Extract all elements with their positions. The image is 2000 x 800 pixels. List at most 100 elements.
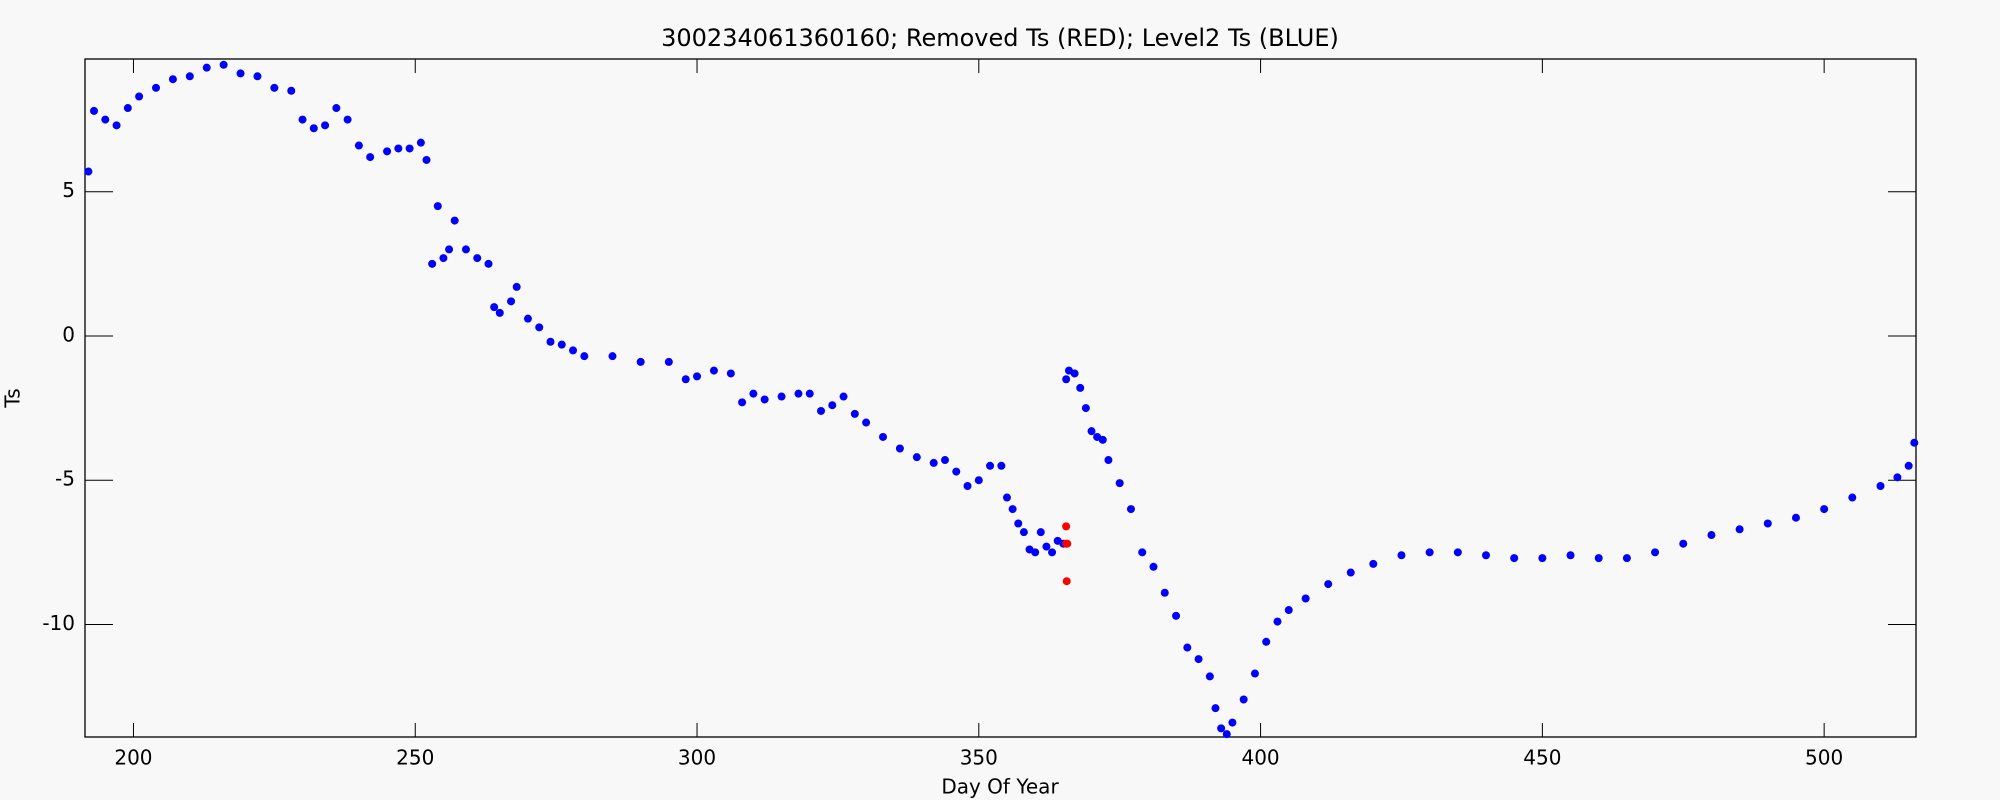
x-tick-label: 350 <box>960 746 998 770</box>
data-point <box>1369 559 1378 568</box>
data-point <box>101 115 110 124</box>
data-point <box>495 308 504 317</box>
data-point <box>1098 435 1107 444</box>
data-point <box>1876 481 1885 490</box>
data-point <box>681 375 690 384</box>
data-point <box>760 395 769 404</box>
data-point <box>664 357 673 366</box>
data-point <box>112 121 121 130</box>
data-point <box>1510 554 1519 563</box>
data-point <box>1453 548 1462 557</box>
data-point <box>152 83 161 92</box>
data-point <box>1848 493 1857 502</box>
data-point <box>1149 562 1158 571</box>
data-point <box>383 147 392 156</box>
data-point <box>1820 505 1829 514</box>
data-point <box>1763 519 1772 528</box>
data-point <box>794 389 803 398</box>
data-point <box>952 467 961 476</box>
x-tick-label: 200 <box>114 746 152 770</box>
data-point <box>1301 594 1310 603</box>
data-point <box>168 75 177 84</box>
data-point <box>309 124 318 133</box>
data-point <box>1062 375 1071 384</box>
data-point <box>817 406 826 415</box>
x-tick-label: 400 <box>1241 746 1279 770</box>
data-point <box>490 303 499 312</box>
data-point <box>484 259 493 268</box>
data-point <box>1183 643 1192 652</box>
data-point <box>1707 531 1716 540</box>
data-point <box>1622 554 1631 563</box>
data-point <box>1222 730 1231 739</box>
data-point <box>1397 551 1406 560</box>
x-axis-label: Day Of Year <box>941 775 1059 799</box>
data-point <box>862 418 871 427</box>
data-point <box>90 106 99 115</box>
chart-title: 300234061360160; Removed Ts (RED); Level… <box>661 24 1339 52</box>
data-point <box>1910 438 1919 447</box>
data-point <box>1284 606 1293 615</box>
data-point <box>1115 479 1124 488</box>
data-point <box>461 245 470 254</box>
data-point <box>405 144 414 153</box>
data-point <box>135 92 144 101</box>
data-point <box>84 167 93 176</box>
x-tick-label: 450 <box>1523 746 1561 770</box>
data-point <box>321 121 330 130</box>
data-point <box>523 314 532 323</box>
data-point <box>1262 637 1271 646</box>
data-point <box>450 216 459 225</box>
data-point <box>1172 611 1181 620</box>
data-point <box>354 141 363 150</box>
data-point <box>185 72 194 81</box>
data-point <box>929 458 938 467</box>
data-point <box>546 337 555 346</box>
data-point <box>1904 461 1913 470</box>
data-point <box>636 357 645 366</box>
data-point <box>1679 539 1688 548</box>
data-point <box>1042 542 1051 551</box>
data-point <box>749 389 758 398</box>
data-point <box>219 60 228 69</box>
data-point <box>878 432 887 441</box>
data-point <box>1538 554 1547 563</box>
data-point <box>1735 525 1744 534</box>
data-point <box>343 115 352 124</box>
y-axis-label: Ts <box>1 388 25 408</box>
data-point <box>507 297 516 306</box>
data-point <box>580 352 589 361</box>
data-point <box>997 461 1006 470</box>
y-tick-label: 0 <box>62 322 75 346</box>
data-point <box>473 254 482 263</box>
data-point <box>1138 548 1147 557</box>
data-point <box>1239 695 1248 704</box>
data-point <box>1087 427 1096 436</box>
data-point <box>726 369 735 378</box>
data-point <box>253 72 262 81</box>
data-point <box>608 352 617 361</box>
data-point <box>1160 588 1169 597</box>
data-point <box>428 259 437 268</box>
plot-frame <box>84 58 1917 738</box>
data-point <box>693 372 702 381</box>
data-point <box>974 476 983 485</box>
data-point <box>270 83 279 92</box>
data-point <box>557 340 566 349</box>
data-point <box>298 115 307 124</box>
data-point <box>1791 513 1800 522</box>
data-point <box>366 153 375 162</box>
data-point <box>1205 672 1214 681</box>
data-point <box>1081 404 1090 413</box>
data-point <box>1008 505 1017 514</box>
data-point <box>394 144 403 153</box>
data-point <box>535 323 544 332</box>
data-point <box>1002 493 1011 502</box>
data-point <box>1250 669 1259 678</box>
data-point <box>1211 704 1220 713</box>
data-point <box>805 389 814 398</box>
data-point <box>1228 718 1237 727</box>
data-point <box>1062 577 1071 586</box>
data-point <box>1217 724 1226 733</box>
